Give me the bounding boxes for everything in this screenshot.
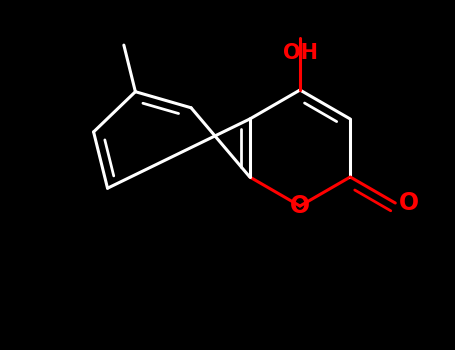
Text: O: O bbox=[399, 191, 420, 215]
Text: O: O bbox=[290, 194, 310, 218]
Text: OH: OH bbox=[283, 43, 318, 63]
